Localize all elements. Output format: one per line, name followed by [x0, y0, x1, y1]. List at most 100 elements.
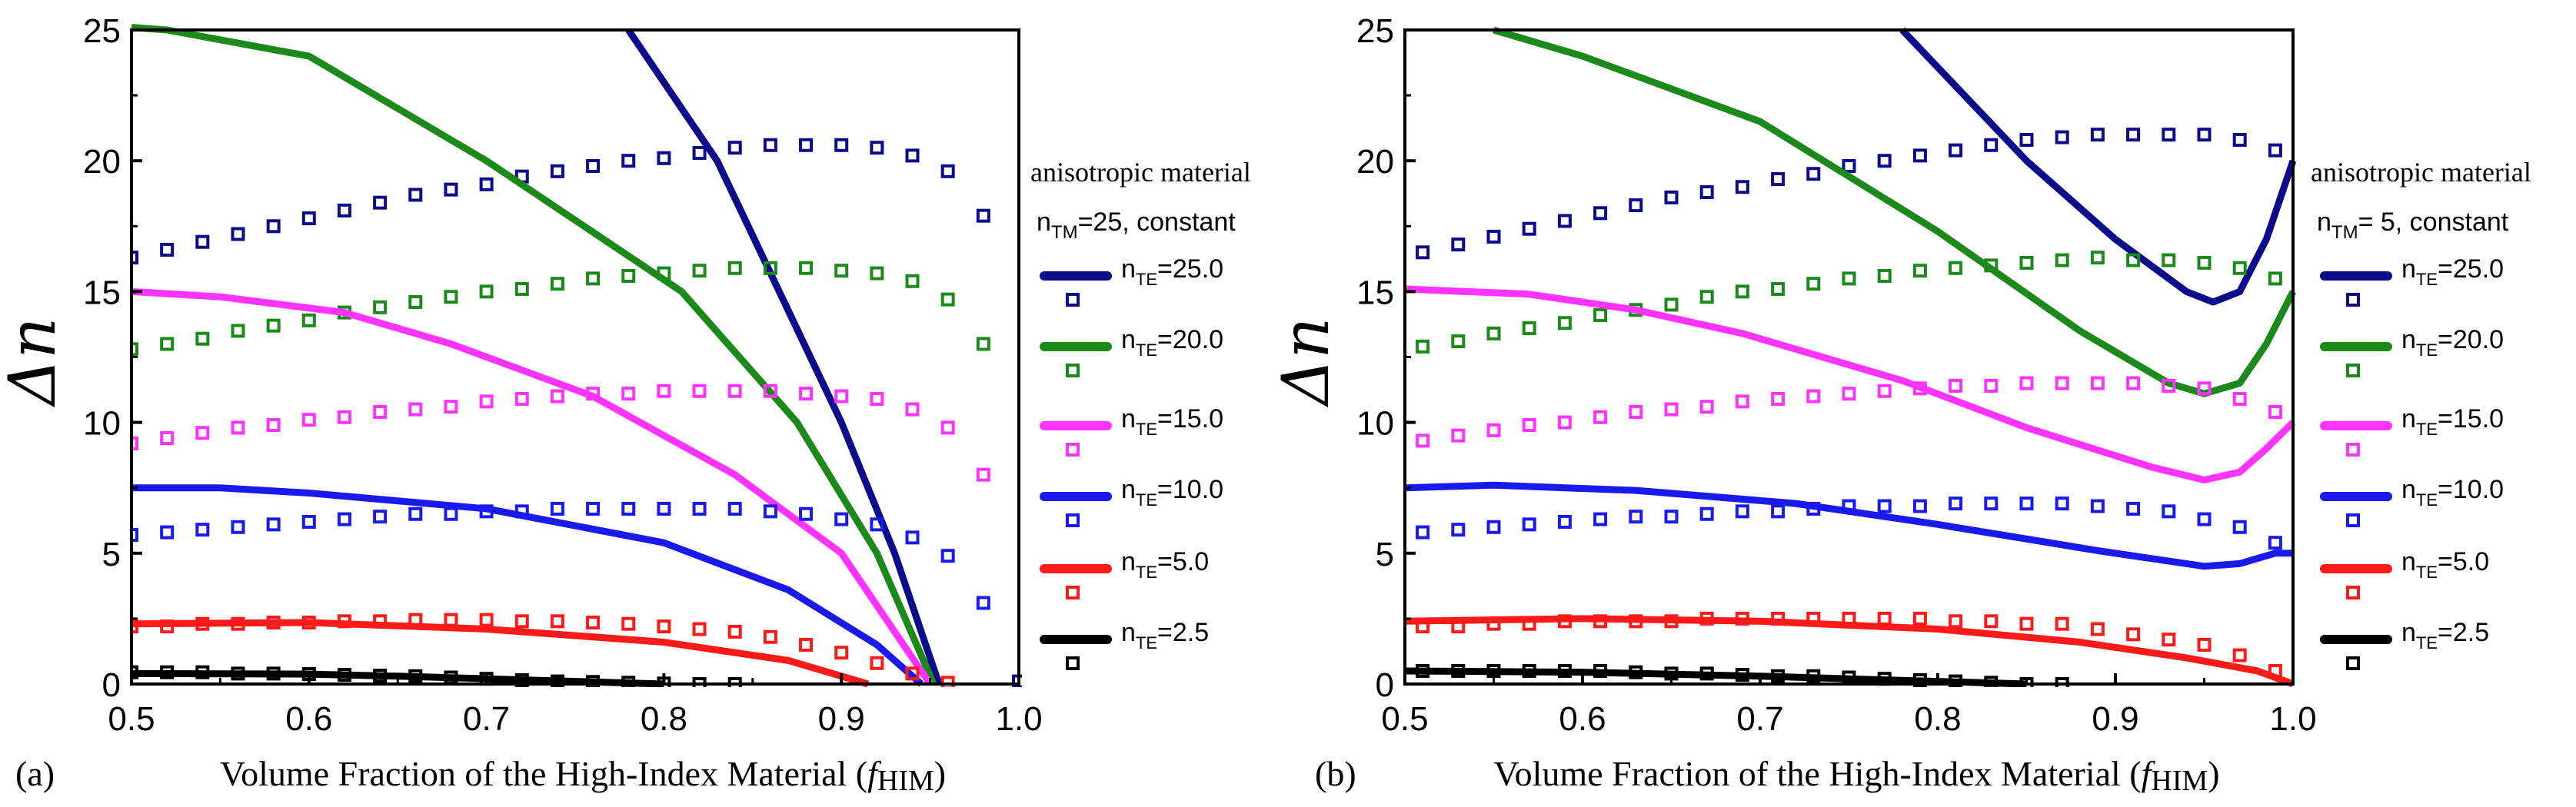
x-axis-label-subscript: HIM — [877, 765, 934, 797]
data-point — [1416, 663, 1430, 678]
data-point — [2197, 255, 2212, 270]
data-point — [1629, 198, 1643, 213]
data-point — [1984, 138, 1999, 152]
legend-label-value: =20.0 — [2438, 325, 2504, 354]
data-point — [621, 268, 636, 283]
legend-marker — [1066, 443, 1080, 457]
data-point — [1984, 496, 1999, 511]
data-point — [727, 501, 742, 516]
data-point — [1842, 271, 1856, 286]
y-tick-label: 15 — [83, 274, 121, 311]
y-tick-label: 5 — [1376, 536, 1394, 573]
data-point — [2268, 404, 2282, 419]
legend-label: nTE=15.0 — [1121, 404, 1223, 439]
legend-label-value: =20.0 — [1157, 325, 1223, 354]
legend-label-n: n — [1121, 547, 1136, 576]
data-point — [1984, 614, 1999, 629]
data-point — [444, 613, 458, 627]
data-point — [940, 164, 955, 178]
data-point — [266, 219, 281, 234]
legend-label-value: =10.0 — [2438, 475, 2504, 504]
data-point — [266, 418, 281, 433]
legend-marker — [2346, 443, 2360, 457]
legend-entry: nTE=5.0 — [1040, 547, 1209, 599]
data-point — [1735, 611, 1749, 626]
data-point — [799, 506, 814, 521]
data-point — [799, 261, 814, 275]
data-point — [2162, 378, 2176, 393]
series-line-nTE=10.0 — [1405, 481, 2293, 570]
data-point — [1699, 666, 1714, 681]
data-point — [1771, 281, 1786, 296]
data-point — [1771, 611, 1786, 626]
data-point — [657, 501, 671, 516]
legend-label-sub: TE — [2416, 563, 2438, 582]
data-point — [976, 596, 990, 610]
y-tick-label: 10 — [83, 405, 121, 443]
x-tick-label: 0.6 — [285, 700, 332, 738]
data-point — [727, 261, 742, 275]
data-point — [1593, 663, 1608, 678]
data-point — [2055, 376, 2069, 390]
data-point — [1416, 339, 1430, 354]
data-point — [1486, 616, 1501, 631]
data-point — [2162, 633, 2176, 647]
x-tick-label: 0.7 — [1736, 700, 1783, 738]
legend-subtitle-n: n — [1037, 208, 1051, 237]
data-point — [692, 264, 707, 278]
data-point — [621, 616, 636, 631]
legend-entry: nTE=15.0 — [1040, 404, 1223, 457]
data-point — [1842, 159, 1856, 174]
data-point — [940, 420, 955, 435]
legend-label-n: n — [1121, 475, 1136, 504]
data-point — [1522, 321, 1536, 336]
data-point — [514, 614, 529, 629]
series-line-nTE=25.0 — [625, 28, 943, 686]
data-point — [1416, 619, 1430, 634]
legend-label-value: =25.0 — [2438, 254, 2504, 284]
data-point — [2055, 253, 2069, 267]
data-point — [2197, 637, 2212, 652]
data-point — [1486, 663, 1501, 678]
x-axis-label-text: Volume Fraction of the High-Index Materi… — [220, 754, 867, 793]
data-point — [763, 138, 777, 152]
data-point — [905, 666, 920, 681]
data-point — [444, 400, 458, 414]
data-point — [905, 402, 920, 417]
legend-label-sub: TE — [2416, 420, 2438, 439]
data-point — [1416, 433, 1430, 448]
data-point — [373, 614, 388, 629]
data-point — [1664, 614, 1679, 629]
data-point — [1842, 499, 1856, 513]
series-line-nTE=5.0 — [1405, 615, 2295, 687]
data-point — [266, 616, 281, 630]
legend-label-sub: TE — [1136, 633, 1157, 653]
data-point — [301, 616, 316, 630]
data-point — [2232, 648, 2247, 663]
data-point — [905, 530, 920, 545]
legend-entry: nTE=5.0 — [2320, 547, 2489, 599]
data-point — [337, 410, 351, 424]
data-point — [131, 436, 138, 450]
data-point — [692, 622, 707, 636]
data-point — [1451, 523, 1466, 537]
data-point — [550, 389, 564, 404]
data-point — [337, 512, 351, 526]
data-point — [2126, 253, 2141, 267]
legend-label-sub: TE — [2416, 340, 2438, 360]
data-point — [1771, 172, 1786, 187]
data-point — [586, 501, 601, 516]
data-point — [763, 504, 777, 519]
legend-label: nTE=2.5 — [1121, 618, 1209, 653]
data-point — [586, 271, 601, 286]
data-point — [1699, 506, 1714, 521]
data-point — [2055, 616, 2069, 631]
data-point — [160, 665, 175, 679]
data-point — [160, 337, 175, 351]
data-point — [1984, 258, 1999, 273]
legend-label-value: =15.0 — [2438, 404, 2504, 433]
data-point — [2268, 536, 2282, 550]
data-point — [2090, 376, 2105, 390]
x-tick-label: 1.0 — [2269, 700, 2316, 738]
data-point — [1593, 308, 1608, 323]
